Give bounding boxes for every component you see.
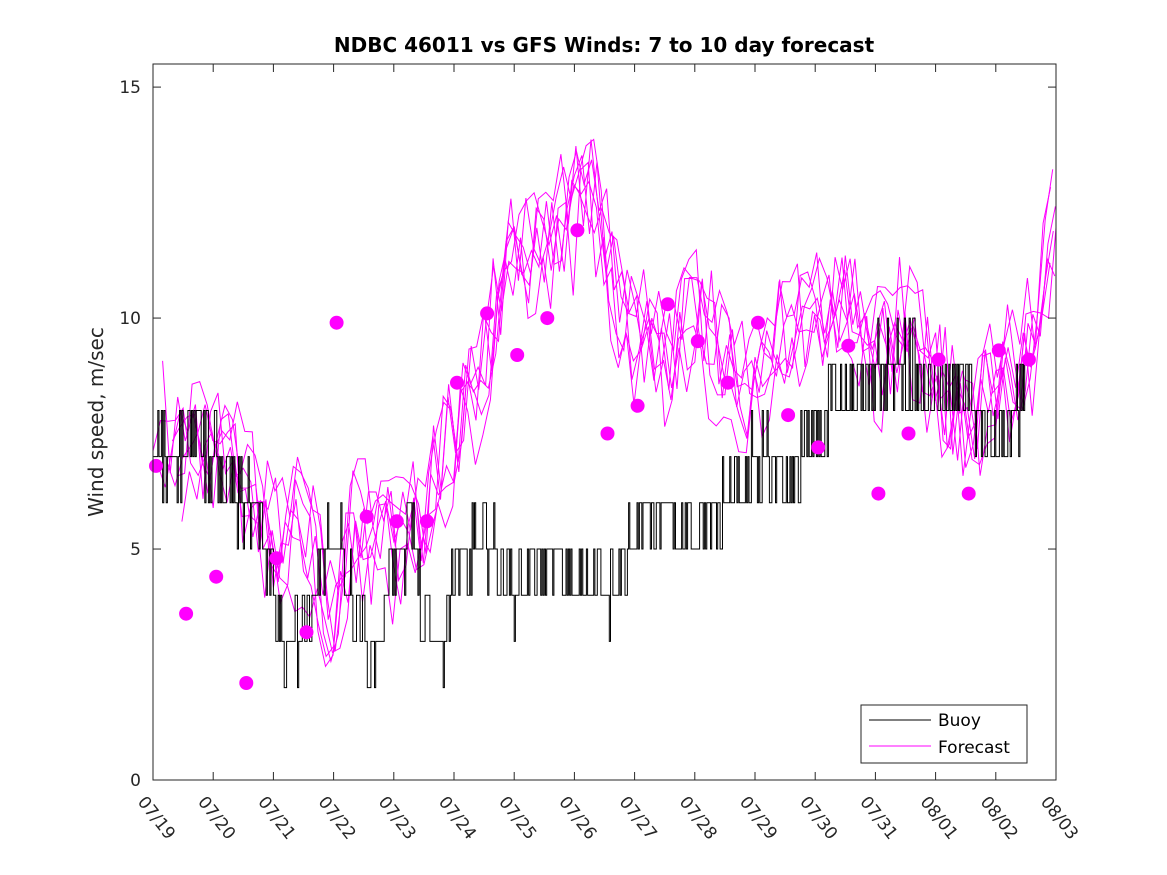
forecast-mean-point bbox=[660, 297, 675, 312]
forecast-mean-point bbox=[961, 486, 976, 501]
forecast-mean-point bbox=[931, 352, 946, 367]
forecast-mean-point bbox=[239, 676, 254, 690]
y-axis-label: Wind speed, m/sec bbox=[84, 327, 108, 517]
forecast-mean-point bbox=[389, 514, 404, 529]
forecast-mean-point bbox=[540, 311, 555, 326]
series-layer bbox=[149, 138, 1057, 690]
forecast-mean-point bbox=[269, 551, 284, 566]
y-tick-label: 0 bbox=[130, 771, 141, 791]
forecast-mean-point bbox=[841, 338, 856, 353]
forecast-mean-point bbox=[359, 509, 374, 524]
y-tick-label: 15 bbox=[119, 78, 141, 98]
y-tick-label: 5 bbox=[130, 540, 141, 560]
legend-box bbox=[860, 704, 1028, 764]
legend-label-buoy: Buoy bbox=[938, 711, 981, 731]
legend-label-forecast: Forecast bbox=[938, 738, 1010, 758]
forecast-mean-point bbox=[510, 348, 525, 362]
forecast-mean-point bbox=[871, 486, 886, 501]
forecast-mean-point bbox=[811, 440, 826, 455]
forecast-mean-point bbox=[299, 625, 314, 640]
forecast-line-3 bbox=[162, 151, 1052, 620]
legend: Buoy Forecast bbox=[860, 704, 1028, 764]
forecast-mean-point bbox=[329, 315, 344, 330]
forecast-mean-point bbox=[1021, 352, 1036, 367]
forecast-mean-point bbox=[179, 606, 194, 621]
forecast-mean-point bbox=[991, 343, 1006, 358]
forecast-mean-point bbox=[630, 398, 645, 413]
forecast-mean-point bbox=[751, 315, 765, 330]
forecast-mean-point bbox=[781, 408, 796, 423]
y-tick-label: 10 bbox=[119, 309, 141, 329]
forecast-mean-point bbox=[419, 514, 434, 529]
forecast-mean-point bbox=[450, 375, 464, 390]
chart-title: NDBC 46011 vs GFS Winds: 7 to 10 day for… bbox=[334, 33, 875, 57]
plot-frame bbox=[152, 63, 1057, 781]
forecast-line-4 bbox=[166, 180, 1056, 668]
forecast-mean-point bbox=[480, 306, 495, 321]
plot-area bbox=[153, 64, 1056, 780]
forecast-mean-point bbox=[209, 569, 224, 584]
forecast-mean-point bbox=[600, 426, 615, 441]
forecast-mean-point bbox=[149, 458, 163, 473]
buoy-line bbox=[152, 317, 1026, 689]
forecast-mean-point bbox=[901, 426, 916, 441]
forecast-mean-point bbox=[570, 223, 585, 238]
forecast-mean-point bbox=[690, 334, 705, 349]
forecast-mean-point bbox=[720, 375, 735, 390]
